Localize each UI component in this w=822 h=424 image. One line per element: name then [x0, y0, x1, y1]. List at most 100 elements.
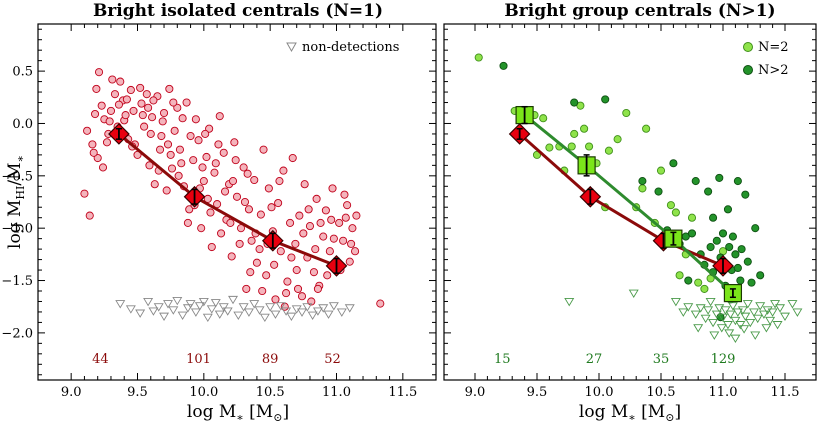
non-detection-point — [727, 302, 738, 311]
non-detection-point — [732, 308, 743, 317]
data-point — [642, 124, 651, 133]
data-point — [247, 236, 256, 245]
non-detection-point — [730, 316, 741, 326]
left-y-tick-labels: 0.5 0.0 −0.5 −1.0 −1.5 −2.0 — [1, 65, 33, 342]
legend-n2-marker — [743, 42, 753, 52]
data-point — [725, 242, 734, 252]
data-point — [136, 83, 145, 92]
non-detection-point — [752, 314, 763, 324]
data-point — [733, 177, 742, 186]
data-point — [189, 156, 198, 165]
right-x-tick-label: 11.5 — [771, 385, 800, 400]
data-point — [718, 229, 728, 238]
data-point — [197, 224, 206, 233]
non-detection-point — [737, 306, 748, 315]
data-point — [137, 99, 146, 108]
data-point — [715, 173, 724, 182]
data-point — [691, 177, 700, 186]
right-x-tick-label: 9.0 — [465, 385, 486, 400]
legend-non-detection-marker — [286, 42, 297, 53]
right-plot-frame — [443, 23, 817, 381]
non-detection-point — [708, 318, 719, 328]
median-line — [518, 132, 724, 268]
non-detection-point — [143, 298, 154, 307]
non-detection-point — [135, 309, 146, 318]
data-point — [207, 242, 216, 252]
right-x-tick-labels: 9.0 9.5 10.0 10.5 11.0 11.5 — [465, 385, 800, 400]
non-detection-point — [767, 308, 778, 317]
data-point — [165, 84, 174, 93]
right-panel: Bright group centrals (N>1) 9.0 9.5 10.0… — [443, 1, 817, 424]
data-point — [297, 292, 307, 301]
data-point — [232, 192, 242, 201]
data-point — [105, 117, 114, 126]
left-legend: non-detections — [286, 40, 399, 55]
data-point — [622, 108, 631, 118]
non-detection-point — [705, 298, 716, 307]
data-point — [747, 278, 756, 287]
non-detection-point — [202, 313, 213, 323]
non-detection-point — [758, 310, 769, 319]
data-point — [110, 90, 119, 99]
data-point — [728, 232, 737, 241]
data-point — [267, 203, 276, 212]
left-panel-title: Bright isolated centrals (N=1) — [93, 1, 383, 21]
data-point — [169, 98, 178, 107]
non-detection-point — [214, 310, 225, 319]
non-detection-point — [182, 304, 193, 313]
data-point — [194, 136, 203, 145]
non-detection-point — [243, 308, 254, 317]
data-point — [694, 278, 703, 287]
data-point — [157, 131, 166, 141]
non-detection-point — [703, 306, 714, 315]
data-point — [684, 276, 693, 285]
data-point — [83, 126, 92, 135]
data-point — [202, 152, 211, 162]
data-point — [213, 200, 222, 209]
data-point — [186, 131, 195, 141]
right-x-tick-label: 11.0 — [709, 385, 738, 400]
data-point — [329, 234, 338, 243]
data-point — [228, 177, 238, 186]
data-point — [313, 284, 322, 293]
data-point — [97, 101, 106, 110]
non-detection-point — [690, 310, 701, 319]
data-point — [246, 268, 255, 277]
data-point — [585, 142, 594, 151]
right-bin-counts: 15 27 35 129 — [494, 352, 735, 367]
non-detection-point — [115, 300, 126, 309]
data-point — [89, 148, 98, 157]
data-point — [274, 198, 283, 208]
data-point — [733, 263, 742, 273]
data-point — [90, 109, 100, 119]
data-point — [291, 239, 300, 248]
data-point — [92, 84, 101, 93]
data-point — [235, 239, 244, 248]
non-detection-point — [307, 311, 318, 320]
data-point — [126, 85, 135, 95]
svg-text:log M∗ [M⊙]: log M∗ [M⊙] — [187, 402, 289, 424]
data-point — [108, 75, 117, 84]
left-y-tick-label: −1.5 — [1, 274, 33, 289]
data-point — [286, 218, 295, 227]
data-point — [121, 111, 130, 120]
data-point — [226, 218, 235, 227]
data-point — [177, 159, 186, 168]
data-point — [704, 187, 713, 196]
data-point — [341, 213, 350, 222]
non-detection-point — [185, 300, 196, 309]
non-detection-point — [168, 306, 179, 315]
right-bin-count: 35 — [653, 352, 670, 367]
data-point — [751, 224, 760, 233]
data-point — [201, 129, 210, 138]
non-detection-point — [177, 311, 188, 320]
non-detection-point — [148, 307, 159, 316]
data-point — [499, 61, 508, 70]
data-point — [258, 286, 267, 296]
data-point — [158, 117, 167, 126]
left-x-axis-label: log M∗ [M⊙] — [187, 402, 289, 424]
non-detection-point — [254, 306, 265, 315]
right-bin-count: 15 — [494, 352, 511, 367]
data-point — [102, 138, 112, 147]
non-detection-point — [745, 318, 756, 328]
